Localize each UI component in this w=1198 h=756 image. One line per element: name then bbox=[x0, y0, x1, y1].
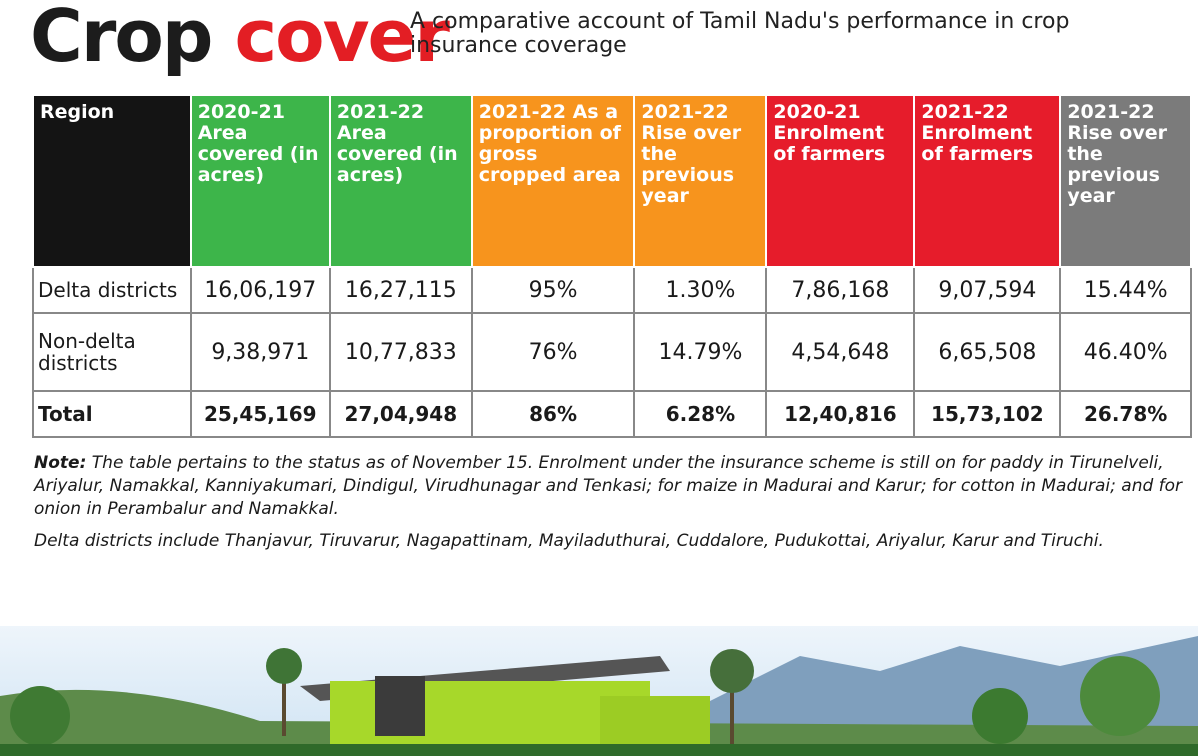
table-cell: 26.78% bbox=[1060, 391, 1191, 437]
table-cell: 7,86,168 bbox=[766, 267, 914, 313]
column-header: 2021-22 Rise over the previous year bbox=[1060, 95, 1191, 267]
column-header: 2021-22 Area covered (in acres) bbox=[330, 95, 472, 267]
table-cell: 9,07,594 bbox=[914, 267, 1060, 313]
table-cell: 16,27,115 bbox=[330, 267, 472, 313]
column-header: 2020-21 Area covered (in acres) bbox=[191, 95, 330, 267]
table-cell: 76% bbox=[472, 313, 635, 391]
table-cell: 86% bbox=[472, 391, 635, 437]
column-header: 2021-22 As a proportion of gross cropped… bbox=[472, 95, 635, 267]
note: Note: The table pertains to the status a… bbox=[34, 452, 1184, 521]
page: Crop cover A comparative account of Tami… bbox=[0, 0, 1198, 756]
table-cell: 9,38,971 bbox=[191, 313, 330, 391]
table-cell: 1.30% bbox=[634, 267, 766, 313]
column-header: 2020-21 Enrolment of farmers bbox=[766, 95, 914, 267]
column-header: 2021-22 Enrolment of farmers bbox=[914, 95, 1060, 267]
table-cell: 10,77,833 bbox=[330, 313, 472, 391]
table-cell: 16,06,197 bbox=[191, 267, 330, 313]
title-part: Crop bbox=[30, 0, 211, 78]
table-cell: 4,54,648 bbox=[766, 313, 914, 391]
note-text: The table pertains to the status as of N… bbox=[34, 453, 1182, 519]
subtitle: A comparative account of Tamil Nadu's pe… bbox=[410, 10, 1170, 58]
table-cell: 12,40,816 bbox=[766, 391, 914, 437]
table-cell: 27,04,948 bbox=[330, 391, 472, 437]
table-cell: 15,73,102 bbox=[914, 391, 1060, 437]
table-cell: Delta districts bbox=[33, 267, 191, 313]
table-cell: 6,65,508 bbox=[914, 313, 1060, 391]
table-cell: 14.79% bbox=[634, 313, 766, 391]
note-label: Note: bbox=[34, 453, 86, 473]
photo bbox=[0, 626, 1198, 756]
table-cell: 46.40% bbox=[1060, 313, 1191, 391]
note-delta: Delta districts include Thanjavur, Tiruv… bbox=[34, 530, 1184, 553]
column-header: 2021-22 Rise over the previous year bbox=[634, 95, 766, 267]
table-cell: Total bbox=[33, 391, 191, 437]
table-cell: 25,45,169 bbox=[191, 391, 330, 437]
table-cell: 6.28% bbox=[634, 391, 766, 437]
table-cell: 15.44% bbox=[1060, 267, 1191, 313]
table-cell: 95% bbox=[472, 267, 635, 313]
title: Crop cover bbox=[30, 0, 448, 78]
column-header: Region bbox=[33, 95, 191, 267]
table-cell: Non-delta districts bbox=[33, 313, 191, 391]
